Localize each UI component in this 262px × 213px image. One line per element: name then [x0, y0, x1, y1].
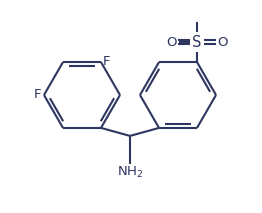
Text: O: O [166, 36, 177, 49]
Text: O: O [217, 36, 227, 49]
Text: F: F [34, 88, 41, 102]
Text: S: S [192, 35, 202, 50]
Text: F: F [103, 55, 111, 68]
Text: NH$_2$: NH$_2$ [117, 165, 143, 180]
